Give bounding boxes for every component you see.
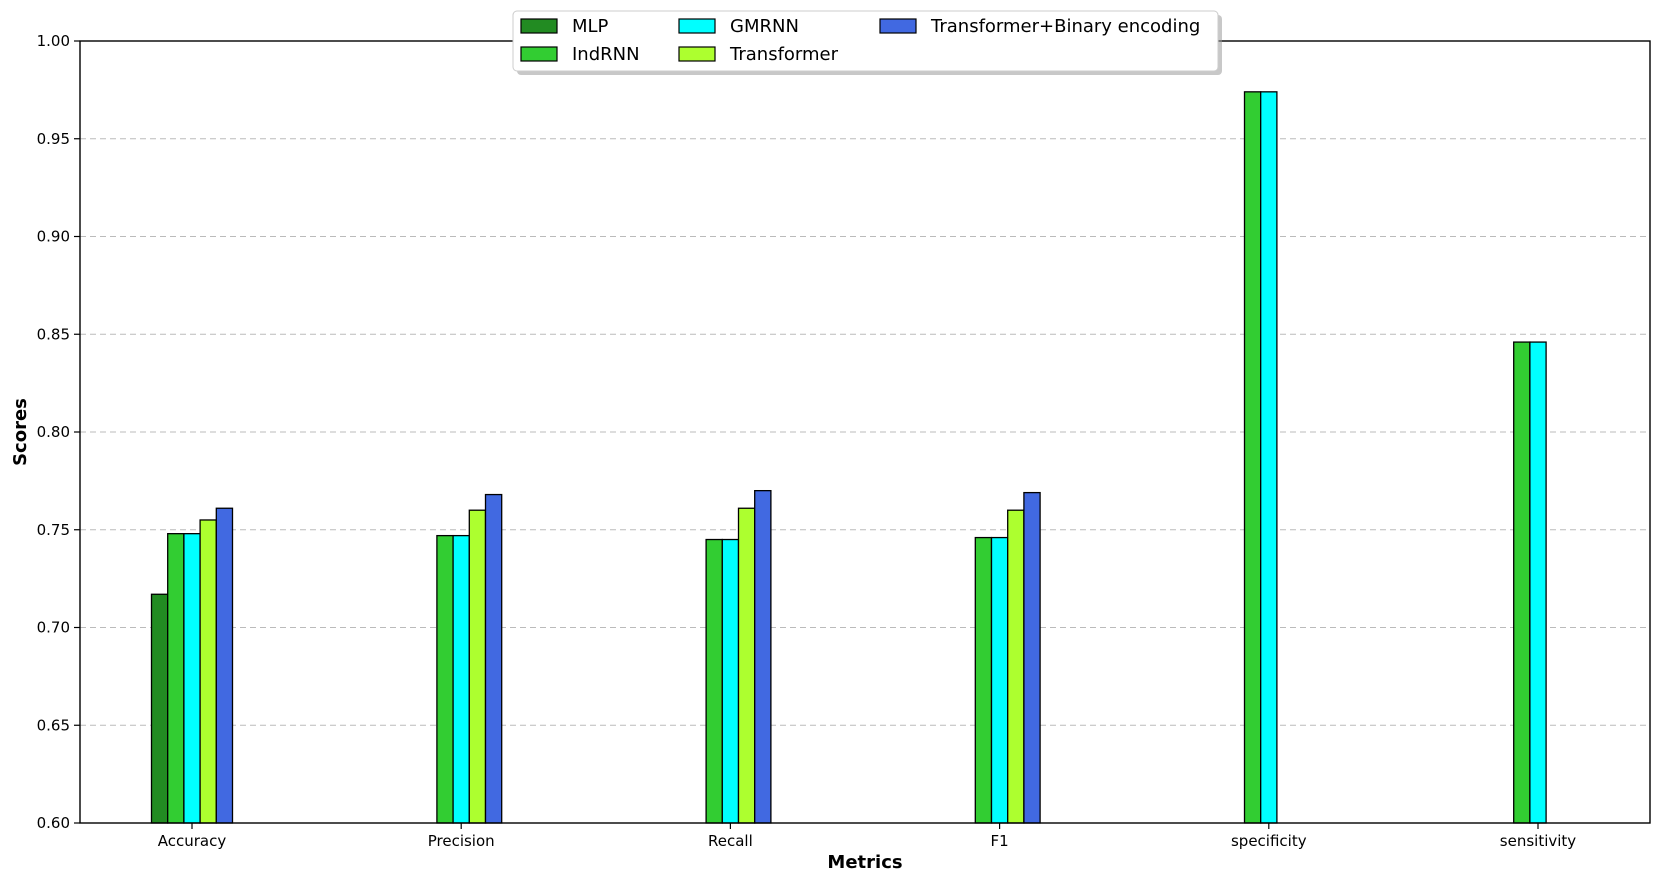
bar bbox=[1007, 509, 1025, 824]
y-tick-label: 0.90 bbox=[37, 228, 70, 246]
x-tick-label: sensitivity bbox=[1500, 832, 1577, 850]
bar bbox=[737, 507, 756, 824]
bar bbox=[183, 533, 201, 824]
x-tick-label: specificity bbox=[1231, 832, 1307, 850]
legend-label: MLP bbox=[572, 16, 609, 37]
bar bbox=[167, 533, 185, 824]
bar bbox=[1260, 91, 1278, 824]
x-tick-label: Accuracy bbox=[158, 832, 227, 850]
x-axis-title: Metrics bbox=[827, 852, 902, 873]
bar bbox=[1243, 91, 1262, 824]
y-tick-label: 0.80 bbox=[37, 423, 70, 441]
legend-swatch bbox=[678, 18, 716, 34]
legend-swatch bbox=[520, 46, 558, 62]
legend: MLP IndRNN GMRNN Transformer Transformer+Bin… bbox=[512, 10, 1222, 75]
x-tick-label: Precision bbox=[428, 832, 495, 850]
bar bbox=[974, 536, 993, 824]
legend-label: GMRNN bbox=[730, 16, 799, 37]
x-ticks: Accuracy Precision Recall F1 specificity sens… bbox=[158, 823, 1577, 850]
y-ticks: 0.60 0.65 0.70 0.75 0.80 0.85 0.90 0.95 1.00 bbox=[37, 32, 80, 832]
legend-swatch bbox=[879, 18, 917, 34]
bar bbox=[1529, 341, 1547, 824]
legend-swatch bbox=[678, 46, 716, 62]
bar bbox=[1513, 341, 1531, 824]
y-tick-label: 0.85 bbox=[37, 325, 70, 343]
bars bbox=[150, 91, 1547, 824]
bar bbox=[990, 536, 1009, 824]
bar bbox=[150, 593, 169, 824]
y-axis-title: Scores bbox=[10, 398, 31, 466]
y-tick-label: 0.75 bbox=[37, 521, 70, 539]
y-tick-label: 0.70 bbox=[37, 619, 70, 637]
y-tick-label: 1.00 bbox=[37, 32, 70, 50]
x-tick-label: F1 bbox=[991, 832, 1009, 850]
bar bbox=[484, 493, 503, 824]
y-tick-label: 0.65 bbox=[37, 716, 70, 734]
bar bbox=[215, 507, 234, 824]
legend-label: IndRNN bbox=[572, 44, 640, 65]
x-tick-label: Recall bbox=[708, 832, 753, 850]
grid-lines bbox=[80, 138, 1650, 726]
legend-label: Transformer bbox=[729, 44, 839, 65]
bar bbox=[721, 538, 740, 824]
y-tick-label: 0.60 bbox=[37, 814, 70, 832]
bar bbox=[436, 534, 454, 824]
y-tick-label: 0.95 bbox=[37, 130, 70, 148]
legend-swatch bbox=[520, 18, 558, 34]
legend-label: Transformer+Binary encoding bbox=[930, 16, 1200, 37]
bar bbox=[754, 489, 772, 824]
bar bbox=[1023, 491, 1041, 824]
bar bbox=[452, 534, 470, 824]
bar bbox=[468, 509, 487, 824]
bar bbox=[199, 519, 217, 824]
bar bbox=[705, 538, 723, 824]
